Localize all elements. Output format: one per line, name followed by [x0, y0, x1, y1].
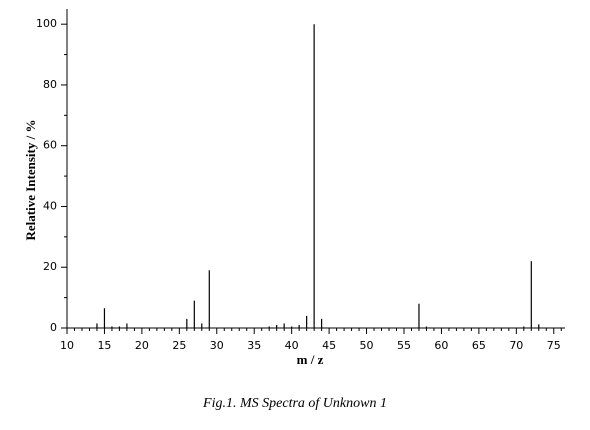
x-tick-label: 70 — [509, 339, 523, 352]
y-tick-label: 40 — [43, 199, 57, 212]
x-tick-label: 60 — [434, 339, 448, 352]
y-axis-title: Relative Intensity / % — [23, 120, 38, 241]
y-tick-label: 80 — [43, 78, 57, 91]
y-tick-label: 100 — [36, 17, 57, 30]
x-tick-label: 30 — [210, 339, 224, 352]
x-tick-label: 15 — [97, 339, 111, 352]
x-tick-label: 45 — [322, 339, 336, 352]
y-tick-label: 0 — [50, 321, 57, 334]
x-tick-label: 55 — [397, 339, 411, 352]
x-tick-label: 40 — [285, 339, 299, 352]
x-tick-label: 75 — [547, 339, 561, 352]
y-tick-label: 20 — [43, 260, 57, 273]
caption: Fig.1. MS Spectra of Unknown 1 — [202, 396, 387, 411]
y-tick-label: 60 — [43, 139, 57, 152]
x-axis-title: m / z — [297, 352, 324, 367]
x-tick-label: 10 — [60, 339, 74, 352]
x-tick-label: 20 — [135, 339, 149, 352]
x-tick-label: 25 — [172, 339, 186, 352]
x-tick-label: 50 — [360, 339, 374, 352]
x-tick-label: 65 — [472, 339, 486, 352]
x-tick-label: 35 — [247, 339, 261, 352]
